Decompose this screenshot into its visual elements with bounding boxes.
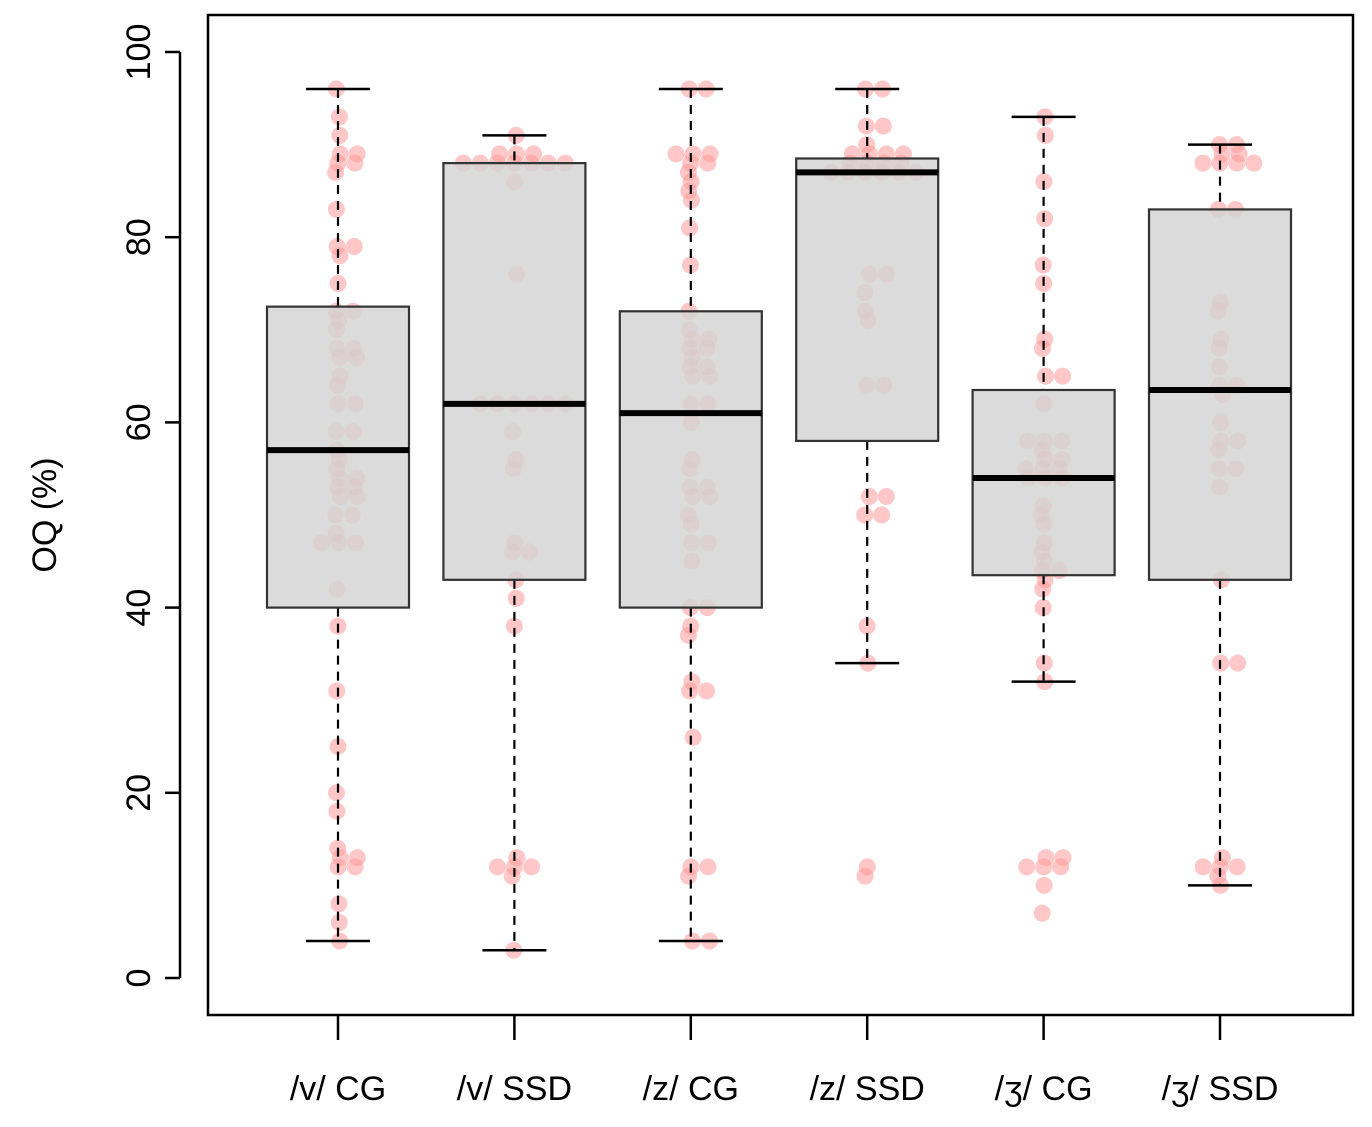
data-point: [328, 784, 345, 802]
y-tick-label: 100: [120, 24, 158, 81]
y-tick-label: 20: [120, 774, 158, 812]
data-point: [505, 617, 523, 635]
x-tick-label: /ʒ/ SSD: [1162, 1070, 1279, 1108]
data-point: [699, 154, 717, 172]
data-point: [874, 117, 892, 135]
data-point: [877, 487, 895, 505]
box-2: [618, 87, 763, 943]
data-point: [1035, 858, 1053, 876]
box-3: [795, 87, 940, 665]
y-tick-label: 40: [120, 589, 158, 627]
data-point: [346, 154, 364, 172]
data-point: [860, 487, 878, 505]
data-point: [327, 163, 345, 181]
data-point: [1054, 367, 1072, 385]
boxes: [265, 87, 1293, 952]
iqr-box: [618, 310, 763, 609]
y-tick-label: 80: [120, 218, 158, 256]
data-point: [1018, 858, 1036, 876]
data-point: [330, 913, 348, 931]
iqr-box: [1147, 208, 1293, 581]
data-point: [684, 728, 702, 746]
y-tick-label: 60: [120, 403, 158, 441]
box-1: [442, 134, 587, 952]
data-point: [1037, 367, 1055, 385]
x-tick-label: /z/ SSD: [810, 1070, 925, 1108]
data-point: [683, 191, 700, 209]
data-point: [698, 682, 716, 700]
data-point: [330, 108, 348, 126]
data-point: [873, 506, 891, 524]
data-point: [328, 802, 346, 820]
data-point: [681, 219, 699, 237]
data-point: [1036, 126, 1054, 144]
data-point: [699, 858, 717, 876]
box-4: [971, 115, 1116, 683]
iqr-box: [971, 388, 1116, 577]
data-point: [345, 237, 363, 255]
data-point: [1052, 858, 1070, 876]
data-point: [856, 867, 874, 885]
data-point: [1229, 654, 1247, 672]
x-tick-label: /v/ CG: [290, 1070, 386, 1108]
x-tick-label: /v/ SSD: [457, 1070, 572, 1108]
x-axis: /v/ CG/v/ SSD/z/ CG/z/ SSD/ʒ/ CG/ʒ/ SSD: [290, 1015, 1279, 1108]
data-point: [858, 617, 876, 635]
y-tick-label: 0: [120, 969, 158, 988]
iqr-box: [265, 305, 411, 609]
data-point: [331, 126, 349, 144]
iqr-box: [795, 157, 940, 443]
box-5: [1147, 143, 1293, 887]
data-point: [1194, 858, 1212, 876]
data-point: [679, 626, 697, 644]
y-axis-title: OQ (%): [26, 457, 64, 572]
y-axis: 0 20 40 60 80 100: [120, 24, 182, 988]
data-point: [346, 858, 364, 876]
data-point: [1194, 154, 1212, 172]
data-point: [681, 682, 699, 700]
data-point: [489, 858, 506, 876]
box-0: [265, 87, 411, 943]
data-point: [327, 200, 345, 218]
data-point: [667, 145, 685, 163]
data-point: [331, 247, 349, 265]
data-point: [328, 682, 346, 700]
data-point: [681, 256, 699, 274]
data-point: [680, 867, 698, 885]
x-tick-label: /z/ CG: [643, 1070, 739, 1108]
data-point: [1035, 876, 1053, 894]
data-point: [1033, 904, 1051, 922]
data-point: [507, 589, 525, 607]
data-point: [1228, 858, 1246, 876]
plot-frame: [206, 13, 1355, 1017]
data-point: [1228, 154, 1246, 172]
x-tick-label: /ʒ/ CG: [995, 1070, 1093, 1108]
data-point: [503, 867, 521, 885]
data-point: [1034, 580, 1052, 598]
data-point: [1245, 154, 1263, 172]
data-point: [523, 858, 540, 876]
data-point: [329, 738, 347, 755]
iqr-box: [442, 162, 587, 581]
data-point: [856, 506, 874, 524]
